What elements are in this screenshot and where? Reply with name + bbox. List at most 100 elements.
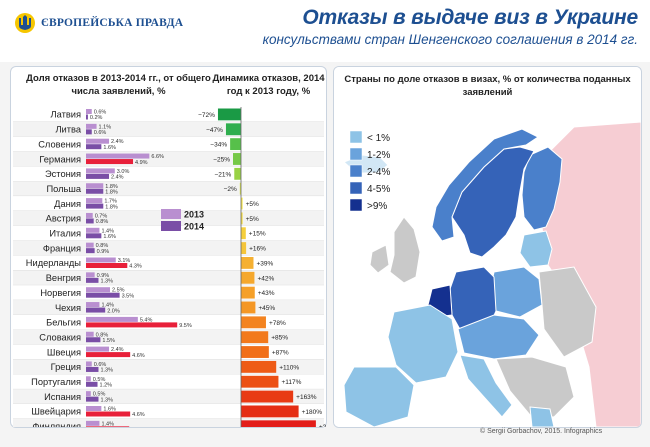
map-legend-label: >9% bbox=[367, 201, 387, 212]
bar-2013 bbox=[86, 153, 150, 159]
change-bar bbox=[241, 227, 246, 240]
bar-2013-value-label: 2.5% bbox=[112, 288, 125, 294]
country-label: Словения bbox=[38, 139, 81, 149]
logo[interactable]: ЄВРОПЕЙСЬКА ПРАВДА bbox=[14, 12, 183, 34]
change-bar bbox=[217, 108, 241, 121]
bar-2014-value-label: 0.2% bbox=[90, 115, 103, 121]
bar-2014-value-label: 4.6% bbox=[132, 353, 145, 359]
bar-2013-value-label: 1.4% bbox=[101, 303, 114, 309]
change-bar bbox=[241, 197, 243, 210]
bar-2013-value-label: 0.8% bbox=[96, 243, 109, 249]
bar-2014 bbox=[86, 233, 102, 239]
change-bar bbox=[241, 212, 243, 225]
bar-2013 bbox=[86, 406, 102, 411]
bar-2013 bbox=[86, 272, 95, 278]
ireland-region bbox=[369, 244, 390, 274]
bar-2014 bbox=[86, 144, 102, 150]
finland-region bbox=[521, 146, 563, 231]
change-value-label: +43% bbox=[258, 290, 275, 297]
country-label: Дания bbox=[54, 199, 81, 209]
change-bar bbox=[234, 167, 241, 180]
europe-map: < 1% 1-2% 2-4% 4-5% >9% bbox=[334, 67, 641, 427]
bar-2013 bbox=[86, 123, 97, 129]
legend-swatch bbox=[161, 221, 181, 231]
change-value-label: −72% bbox=[198, 112, 215, 119]
bar-2014-value-label: 2.0% bbox=[107, 308, 120, 314]
map-heading: Страны по доле отказов в визах, % от кол… bbox=[344, 74, 631, 98]
bar-2014 bbox=[86, 322, 178, 328]
bar-2014-value-label: 0.9% bbox=[97, 249, 110, 255]
bar-2014 bbox=[86, 396, 99, 402]
bar-2013-value-label: 1.8% bbox=[105, 184, 118, 190]
belarus-ukraine-region bbox=[538, 266, 597, 358]
bar-2014-value-label: 1.6% bbox=[103, 234, 116, 240]
bar-2013 bbox=[86, 227, 100, 233]
bar-2014-value-label: 3.5% bbox=[122, 293, 135, 299]
change-value-label: +163% bbox=[296, 394, 317, 401]
bar-2013-value-label: 2.4% bbox=[111, 139, 124, 145]
bar-2014 bbox=[86, 426, 130, 427]
change-value-label: +234% bbox=[319, 424, 326, 427]
country-label: Чехия bbox=[55, 303, 81, 313]
change-value-label: +45% bbox=[258, 305, 275, 312]
change-bar bbox=[241, 390, 294, 403]
change-bar bbox=[241, 375, 279, 388]
bar-2013-value-label: 3.0% bbox=[117, 169, 130, 175]
bar-2013 bbox=[86, 346, 110, 352]
uk-region bbox=[389, 216, 421, 284]
bar-2013-value-label: 1.1% bbox=[99, 124, 112, 130]
country-label: Бельгия bbox=[46, 318, 81, 328]
bar-2014 bbox=[86, 129, 92, 135]
table-row bbox=[13, 418, 324, 427]
country-label: Норвегия bbox=[40, 288, 81, 298]
change-bar bbox=[239, 182, 241, 195]
country-label: Австрия bbox=[46, 214, 81, 224]
france-region bbox=[387, 304, 459, 384]
bar-2014 bbox=[86, 366, 99, 372]
bar-2014 bbox=[86, 203, 104, 209]
country-label: Эстония bbox=[45, 169, 81, 179]
country-label: Греция bbox=[51, 362, 81, 372]
bar-2013 bbox=[86, 198, 103, 204]
change-value-label: +5% bbox=[246, 201, 259, 208]
change-bar bbox=[241, 346, 269, 358]
change-value-label: +15% bbox=[249, 231, 266, 238]
country-label: Словакия bbox=[39, 332, 81, 342]
change-value-label: −47% bbox=[206, 127, 223, 134]
bar-2013 bbox=[86, 287, 110, 293]
bar-2014-value-label: 1.8% bbox=[105, 189, 118, 195]
country-label: Франция bbox=[43, 243, 81, 253]
country-label: Швейцария bbox=[31, 407, 81, 417]
change-value-label: +42% bbox=[257, 275, 274, 282]
change-value-label: −2% bbox=[224, 186, 237, 193]
bar-2014 bbox=[86, 277, 99, 283]
bar-2013-value-label: 0.5% bbox=[93, 377, 106, 383]
iberia-region bbox=[343, 366, 415, 427]
balkans-region bbox=[495, 356, 575, 418]
bar-2014-value-label: 9.5% bbox=[179, 323, 192, 329]
bar-2013-value-label: 0.8% bbox=[96, 332, 109, 338]
country-label: Швеция bbox=[47, 347, 81, 357]
change-value-label: +39% bbox=[256, 260, 273, 267]
bar-2014 bbox=[86, 218, 94, 224]
legend-label: 2014 bbox=[184, 222, 204, 232]
bar-2013 bbox=[86, 183, 104, 189]
change-value-label: −25% bbox=[213, 156, 230, 163]
change-value-label: +180% bbox=[302, 409, 323, 416]
bar-2013 bbox=[86, 420, 100, 426]
map-legend-label: 2-4% bbox=[367, 167, 390, 178]
central-europe-region bbox=[457, 314, 540, 360]
bar-2014-value-label: 2.4% bbox=[111, 175, 124, 181]
country-label: Германия bbox=[39, 154, 81, 164]
baltics-region bbox=[519, 230, 553, 268]
credit-text: © Sergii Gorbachov, 2015. Infographics bbox=[480, 428, 603, 435]
map-legend-swatch bbox=[349, 130, 363, 144]
bar-2013 bbox=[86, 257, 116, 263]
bar-2013 bbox=[86, 376, 91, 382]
bar-2013 bbox=[86, 361, 92, 367]
bar-2014-value-label: 1.3% bbox=[100, 397, 113, 403]
change-bar bbox=[241, 316, 266, 329]
bar-2014 bbox=[86, 352, 131, 358]
bar-2014 bbox=[86, 307, 106, 313]
bar-2013 bbox=[86, 242, 94, 248]
